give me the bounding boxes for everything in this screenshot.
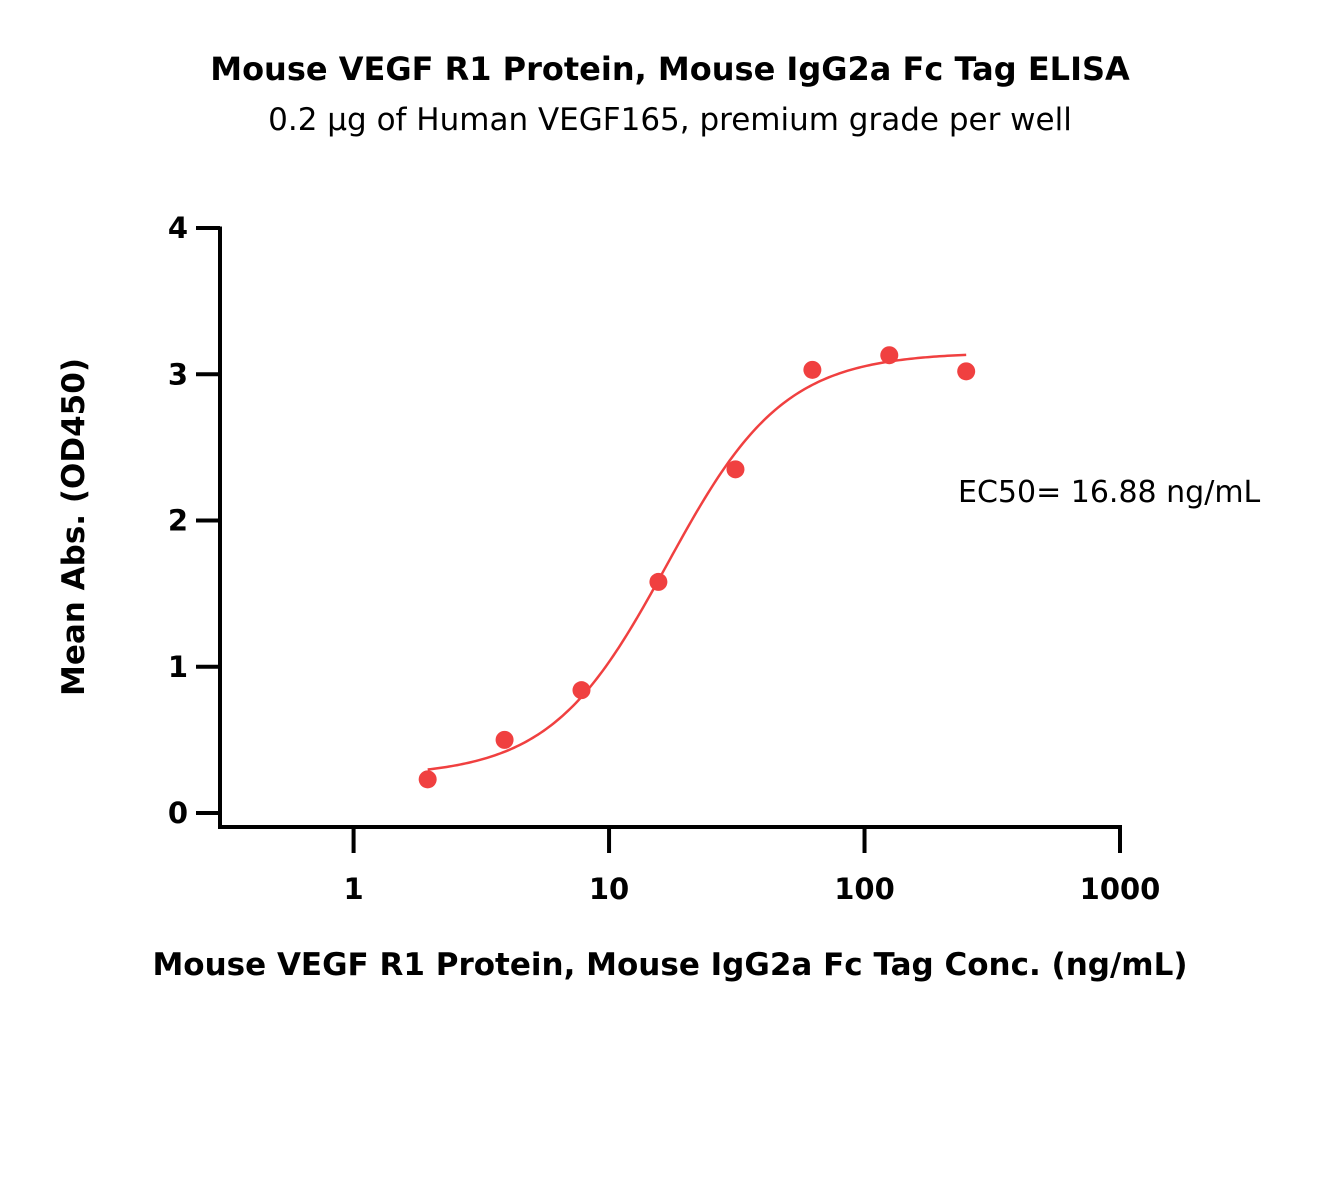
y-tick-label: 1 bbox=[168, 650, 188, 684]
y-axis-label: Mean Abs. (OD450) bbox=[56, 358, 92, 696]
ec50-annotation: EC50= 16.88 ng/mL bbox=[958, 475, 1261, 510]
y-tick-label: 0 bbox=[168, 796, 188, 830]
y-tick-label: 3 bbox=[168, 357, 188, 391]
data-points bbox=[418, 346, 976, 789]
x-tick-label: 10 bbox=[589, 872, 629, 906]
data-point bbox=[957, 362, 976, 381]
data-point bbox=[803, 360, 822, 379]
x-axis: 1 10 100 1000 bbox=[218, 825, 1161, 906]
data-point bbox=[649, 572, 668, 591]
data-point bbox=[418, 770, 437, 789]
data-point bbox=[495, 730, 514, 749]
chart-subtitle: 0.2 μg of Human VEGF165, premium grade p… bbox=[268, 102, 1072, 138]
x-tick-label: 100 bbox=[834, 872, 895, 906]
y-tick-label: 4 bbox=[168, 211, 188, 245]
y-axis: 0 1 2 3 4 bbox=[168, 211, 222, 830]
data-point bbox=[572, 681, 591, 700]
y-tick-label: 2 bbox=[168, 504, 188, 538]
x-axis-label: Mouse VEGF R1 Protein, Mouse IgG2a Fc Ta… bbox=[152, 947, 1187, 983]
data-point bbox=[726, 460, 745, 479]
data-point bbox=[880, 346, 899, 365]
x-tick-label: 1 bbox=[343, 872, 363, 906]
chart-title: Mouse VEGF R1 Protein, Mouse IgG2a Fc Ta… bbox=[210, 50, 1130, 88]
x-tick-label: 1000 bbox=[1080, 872, 1161, 906]
fit-curve bbox=[427, 353, 967, 771]
